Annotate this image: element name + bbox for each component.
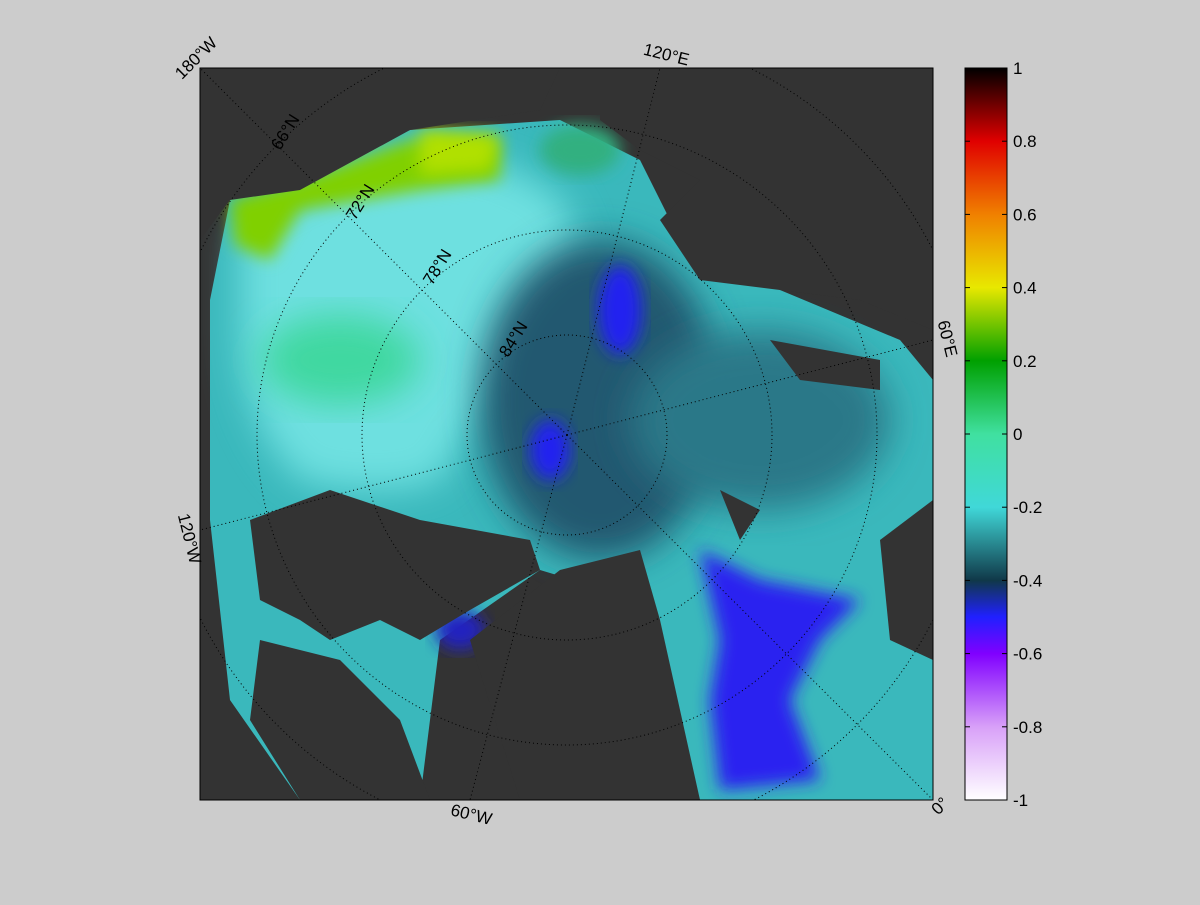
colorbar-tick-label: 0.6 xyxy=(1013,205,1037,224)
colorbar-tick-label: -0.8 xyxy=(1013,718,1042,737)
map-frame xyxy=(199,67,934,801)
colorbar-tick-label: 0.8 xyxy=(1013,132,1037,151)
colorbar-tick-label: -1 xyxy=(1013,791,1028,810)
colorbar-tick-label: -0.2 xyxy=(1013,498,1042,517)
colorbar xyxy=(964,67,1008,801)
colorbar-tick-label: 0.4 xyxy=(1013,279,1037,298)
lon-label: 60°W xyxy=(449,800,494,829)
lon-label: 120°E xyxy=(641,40,691,70)
land-masses xyxy=(200,68,933,800)
colorbar-tick-label: -0.6 xyxy=(1013,645,1042,664)
colorbar-tick-label: 0 xyxy=(1013,425,1022,444)
colorbar-tick-label: 0.2 xyxy=(1013,352,1037,371)
colorbar-tick-label: -0.4 xyxy=(1013,571,1042,590)
graticule xyxy=(200,68,933,800)
colorbar-tick-label: 1 xyxy=(1013,59,1022,78)
map xyxy=(200,68,933,800)
lon-label: 60°E xyxy=(934,318,961,359)
